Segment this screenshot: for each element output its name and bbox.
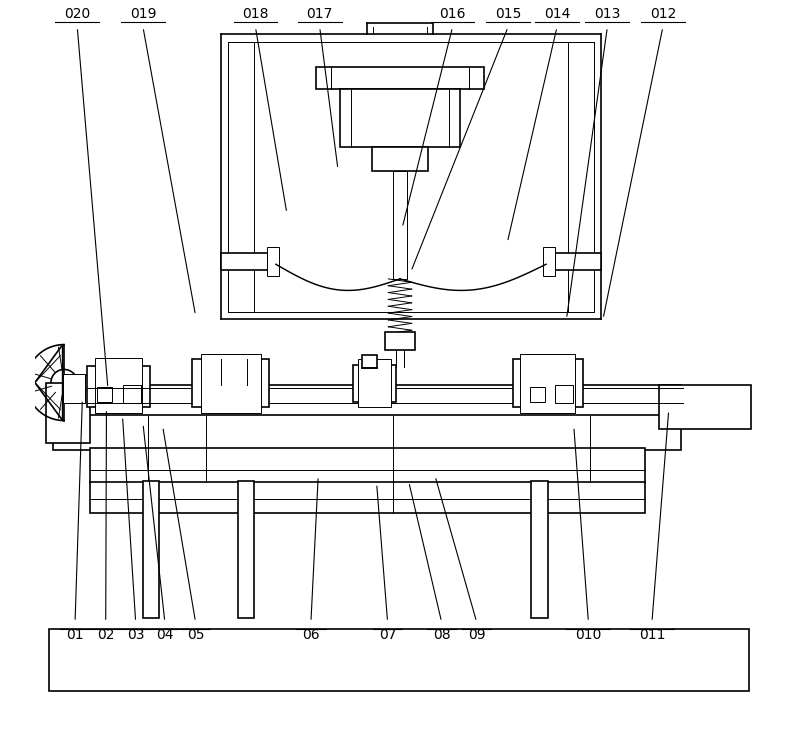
- Bar: [316, 67, 484, 89]
- Bar: [90, 482, 645, 512]
- Bar: [62, 374, 85, 403]
- Bar: [192, 359, 269, 407]
- Bar: [353, 365, 396, 402]
- Text: 020: 020: [64, 7, 90, 21]
- Text: 09: 09: [468, 628, 486, 642]
- Bar: [97, 387, 111, 402]
- Bar: [358, 359, 391, 407]
- Bar: [340, 89, 460, 147]
- Bar: [513, 359, 582, 407]
- Text: 018: 018: [242, 7, 269, 21]
- Bar: [568, 42, 594, 312]
- Text: 08: 08: [433, 628, 450, 642]
- Text: 019: 019: [130, 7, 156, 21]
- Bar: [46, 383, 90, 443]
- Text: 017: 017: [306, 7, 333, 21]
- Text: 015: 015: [495, 7, 522, 21]
- Bar: [386, 332, 414, 350]
- Text: 06: 06: [302, 628, 320, 642]
- Text: 016: 016: [439, 7, 466, 21]
- Text: 01: 01: [66, 628, 84, 642]
- Bar: [143, 481, 159, 619]
- Text: 03: 03: [127, 628, 145, 642]
- Bar: [50, 630, 749, 691]
- Bar: [362, 355, 377, 368]
- Bar: [238, 481, 254, 619]
- Text: 010: 010: [575, 628, 602, 642]
- Bar: [202, 354, 262, 413]
- Bar: [393, 171, 407, 279]
- Bar: [87, 366, 150, 407]
- Text: 04: 04: [156, 628, 174, 642]
- Text: 013: 013: [594, 7, 621, 21]
- Bar: [62, 375, 92, 390]
- Bar: [530, 387, 545, 402]
- Bar: [221, 254, 276, 270]
- Bar: [122, 385, 141, 403]
- Bar: [372, 147, 428, 171]
- Bar: [53, 416, 681, 451]
- Text: 05: 05: [186, 628, 204, 642]
- Bar: [659, 385, 750, 429]
- Bar: [531, 481, 547, 619]
- Bar: [543, 248, 555, 276]
- Bar: [546, 254, 601, 270]
- Text: 07: 07: [379, 628, 396, 642]
- Bar: [228, 42, 254, 312]
- Bar: [94, 358, 142, 413]
- Text: 014: 014: [544, 7, 570, 21]
- Bar: [521, 354, 575, 413]
- Text: 011: 011: [638, 628, 665, 642]
- Bar: [267, 248, 278, 276]
- Text: 012: 012: [650, 7, 676, 21]
- Bar: [555, 385, 573, 403]
- Bar: [90, 449, 645, 483]
- Bar: [53, 385, 681, 418]
- Text: 02: 02: [97, 628, 114, 642]
